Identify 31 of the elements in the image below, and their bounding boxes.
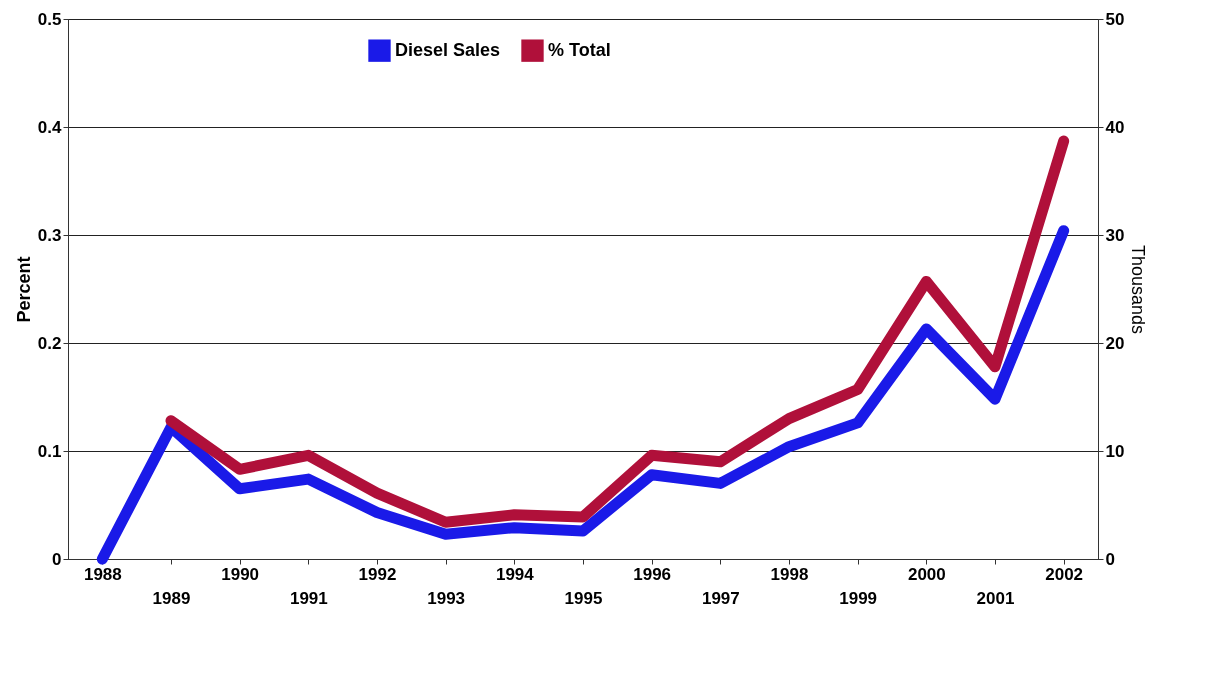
y2-tick-label: 0	[1105, 549, 1115, 569]
x-tick-label: 1988	[83, 564, 122, 584]
y-axis-title: Percent	[13, 256, 34, 323]
x-tick-label: 1992	[358, 564, 397, 584]
x-tick-label: 1991	[289, 588, 328, 608]
x-tick-label: 1994	[495, 564, 535, 584]
x-tick-label: 2002	[1045, 564, 1084, 584]
legend-label: % Total	[548, 39, 611, 60]
x-tick-label: 1996	[633, 564, 672, 584]
x-tick-label: 1989	[152, 588, 191, 608]
x-tick-label: 1998	[770, 564, 809, 584]
x-tick-label: 1997	[701, 588, 740, 608]
x-tick-label: 2000	[907, 564, 946, 584]
y2-tick-label: 30	[1105, 225, 1125, 245]
y2-axis-title: Thousands	[1128, 244, 1149, 335]
y-tick-label: 0.1	[37, 441, 62, 461]
x-tick-label: 1993	[427, 588, 466, 608]
y2-tick-label: 20	[1105, 333, 1125, 353]
x-tick-label: 1999	[839, 588, 878, 608]
y-tick-label: 0.3	[37, 225, 62, 245]
y-tick-label: 0.2	[37, 333, 62, 353]
x-tick-label: 2001	[976, 588, 1015, 608]
y-tick-label: 0.4	[37, 117, 63, 137]
y-tick-label: 0	[52, 549, 62, 569]
y2-tick-label: 50	[1105, 9, 1125, 29]
x-tick-label: 1995	[564, 588, 603, 608]
y2-tick-label: 10	[1105, 441, 1125, 461]
legend-label: Diesel Sales	[395, 39, 501, 60]
x-tick-label: 1990	[221, 564, 260, 584]
y-tick-label: 0.5	[37, 9, 62, 29]
y2-tick-label: 40	[1105, 117, 1125, 137]
